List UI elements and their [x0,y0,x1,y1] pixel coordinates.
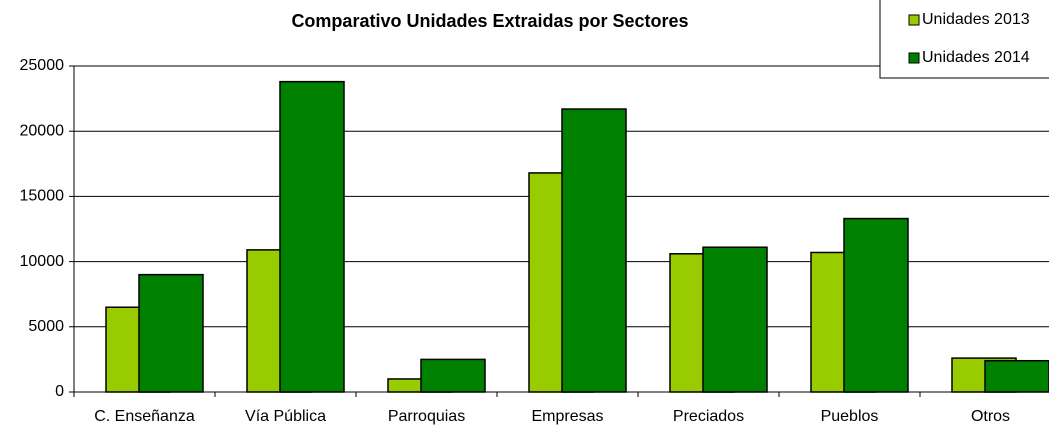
bar [138,273,204,393]
bar [984,359,1049,393]
bar [561,108,627,393]
x-tick-label: C. Enseñanza [94,408,195,425]
y-tick-label: 20000 [20,122,65,139]
legend-swatch [908,14,920,26]
x-tick-label: Empresas [531,408,603,425]
chart-title: Comparativo Unidades Extraidas por Secto… [291,11,688,31]
y-tick-label: 10000 [20,253,65,270]
y-tick-label: 15000 [20,188,65,205]
legend-label: Unidades 2014 [922,49,1030,66]
bar [420,358,486,393]
bar [702,246,768,393]
x-tick-label: Preciados [673,408,744,425]
legend-label: Unidades 2013 [922,11,1030,28]
bar [843,217,909,393]
x-tick-label: Otros [971,408,1010,425]
bar [279,80,345,393]
legend-box [879,0,1049,79]
legend-swatch [908,52,920,64]
x-tick-label: Pueblos [821,408,879,425]
y-tick-label: 0 [55,383,64,400]
y-tick-label: 5000 [28,318,64,335]
x-tick-label: Parroquias [388,408,465,425]
y-tick-label: 25000 [20,57,65,74]
x-tick-label: Vía Pública [245,408,326,425]
